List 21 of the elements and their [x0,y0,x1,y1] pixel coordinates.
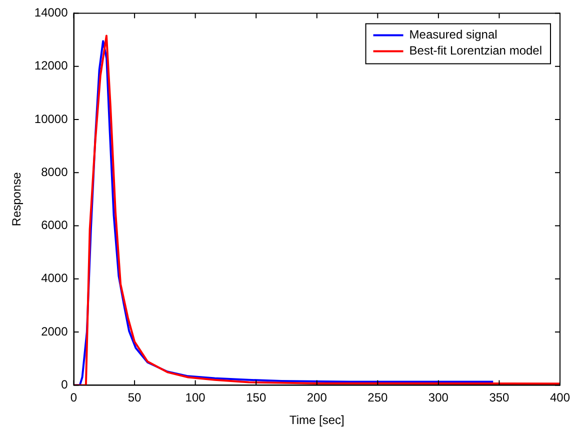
x-tick-label: 0 [70,390,78,405]
y-tick-label: 14000 [34,6,68,20]
x-tick-label: 150 [246,390,266,405]
x-tick-label: 50 [128,390,142,405]
y-axis-title: Response [10,172,24,226]
y-tick-label: 6000 [41,218,68,232]
x-tick-label: 300 [428,390,449,405]
x-axis-title: Time [sec] [289,413,344,428]
x-tick-label: 350 [489,390,510,405]
x-tick-label: 200 [306,390,328,405]
x-tick-label: 250 [368,390,388,405]
y-tick-label: 12000 [34,58,68,73]
y-tick-label: 8000 [41,164,68,179]
y-tick-label: 2000 [41,324,68,338]
y-tick-label: 0 [61,378,68,392]
x-tick-label: 100 [185,390,206,405]
y-tick-label: 4000 [41,271,68,286]
x-tick-label: 400 [550,390,570,405]
y-tick-label: 10000 [34,112,68,126]
legend-label: Best-fit Lorentzian model [409,44,542,58]
legend-label: Measured signal [409,28,498,42]
